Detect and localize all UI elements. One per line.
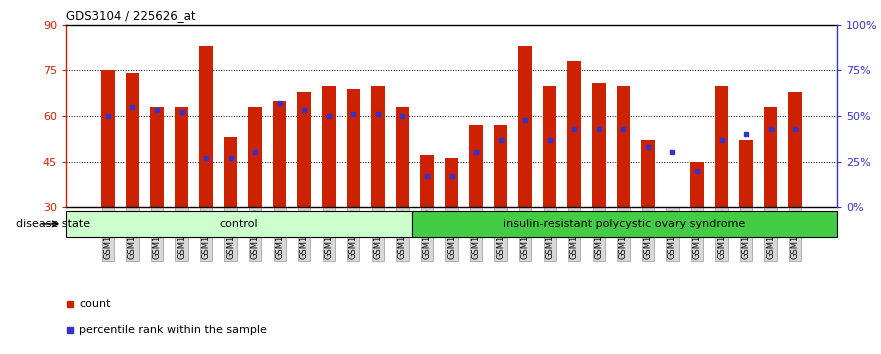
Bar <box>764 107 777 207</box>
Bar <box>470 125 483 207</box>
Bar <box>396 107 409 207</box>
Bar <box>411 211 837 237</box>
Text: percentile rank within the sample: percentile rank within the sample <box>79 325 267 336</box>
Bar <box>66 211 411 237</box>
Bar <box>567 61 581 207</box>
Bar <box>788 92 802 207</box>
Bar <box>346 88 360 207</box>
Bar <box>298 92 311 207</box>
Bar <box>592 82 605 207</box>
Bar <box>248 107 262 207</box>
Bar <box>371 86 385 207</box>
Text: control: control <box>219 219 258 229</box>
Bar <box>224 137 237 207</box>
Bar <box>126 73 139 207</box>
Bar <box>199 46 213 207</box>
Bar <box>617 86 630 207</box>
Bar <box>445 159 458 207</box>
Bar <box>739 140 753 207</box>
Bar <box>150 107 164 207</box>
Bar <box>641 140 655 207</box>
Bar <box>714 86 729 207</box>
Bar <box>420 155 433 207</box>
Bar <box>494 125 507 207</box>
Bar <box>174 107 189 207</box>
Text: GDS3104 / 225626_at: GDS3104 / 225626_at <box>66 9 196 22</box>
Bar <box>518 46 532 207</box>
Text: count: count <box>79 298 111 309</box>
Text: disease state: disease state <box>16 219 90 229</box>
Text: insulin-resistant polycystic ovary syndrome: insulin-resistant polycystic ovary syndr… <box>503 219 745 229</box>
Bar <box>322 86 336 207</box>
Bar <box>273 101 286 207</box>
Bar <box>543 86 557 207</box>
Bar <box>690 161 704 207</box>
Bar <box>101 70 115 207</box>
Bar <box>666 207 679 216</box>
